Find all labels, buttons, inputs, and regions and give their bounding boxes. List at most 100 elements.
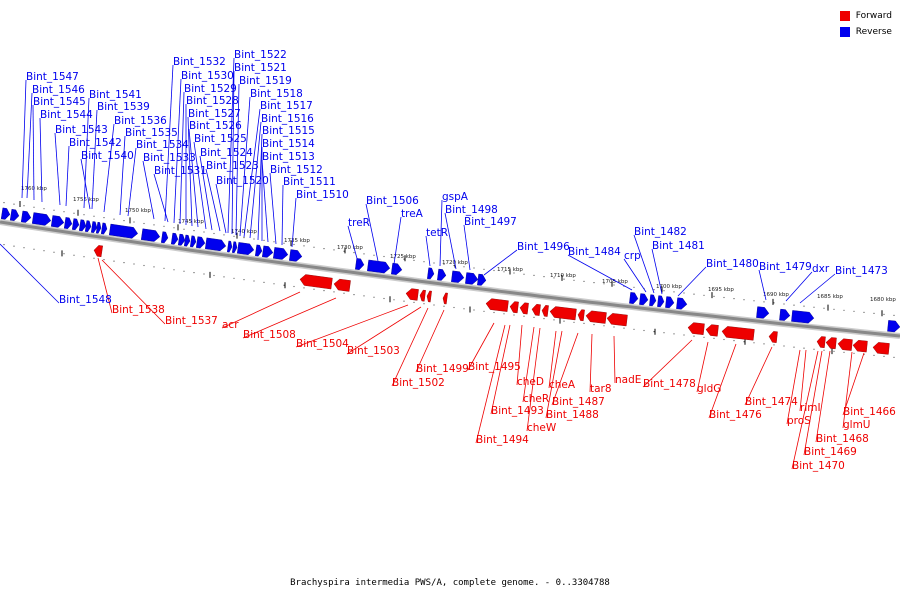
scale-dot: [833, 308, 835, 310]
scale-dot: [223, 234, 225, 236]
reverse-gene-arrow: [657, 295, 665, 308]
reverse-gene-arrow: [639, 293, 649, 306]
scale-dot: [43, 208, 45, 210]
scale-dot: [413, 259, 415, 261]
gene-features: [0, 207, 900, 355]
scale-dot: [693, 293, 695, 295]
scale-dot: [393, 299, 395, 301]
gene-label: Bint_1466: [843, 406, 896, 418]
scale-label: 1750 kbp: [125, 208, 151, 214]
gene-label: Bint_1494: [476, 434, 529, 446]
forward-gene-arrow: [519, 302, 529, 315]
gene-label: Bint_1508: [243, 329, 296, 341]
scale-dot: [703, 294, 705, 296]
reverse-gene-arrow: [190, 235, 197, 248]
scale-dot: [253, 280, 255, 282]
gene-label: Bint_1539: [97, 101, 150, 113]
scale-dot: [243, 237, 245, 239]
scale-dot: [653, 331, 655, 333]
leader-line: [799, 349, 807, 412]
gene-label: Bint_1529: [184, 83, 237, 95]
reverse-gene-arrow: [477, 273, 487, 286]
gene-label: Bint_1540: [81, 150, 134, 162]
scale-dot: [413, 301, 415, 303]
scale-dot: [473, 267, 475, 269]
reverse-gene-arrow: [170, 232, 179, 245]
leader-line: [83, 97, 90, 209]
gene-label: Bint_1531: [154, 165, 207, 177]
scale-dot: [363, 295, 365, 297]
gene-label: Bint_1518: [250, 88, 303, 100]
leader-line: [439, 199, 443, 267]
scale-dot: [633, 286, 635, 288]
scale-dot: [803, 305, 805, 307]
gene-label: Bint_1538: [112, 304, 165, 316]
scale-dot: [183, 270, 185, 272]
forward-gene-arrow: [405, 288, 419, 301]
scale-dot: [293, 285, 295, 288]
scale-dot: [73, 212, 75, 214]
leader-line: [799, 273, 836, 304]
leader-line: [393, 216, 402, 265]
scale-dot: [333, 249, 335, 251]
scale-label: 1725 kbp: [390, 254, 416, 260]
scale-dot: [503, 271, 505, 273]
scale-dot: [693, 335, 695, 337]
gene-label: acr: [222, 319, 239, 331]
scale-dot: [283, 284, 285, 286]
gene-label: cheR: [523, 393, 549, 405]
scale-dot: [273, 241, 275, 243]
scale-dot: [773, 344, 775, 346]
leader-line: [205, 168, 221, 232]
gene-label: treR: [348, 217, 370, 229]
reverse-gene-arrow: [232, 241, 238, 254]
gene-label: gldG: [697, 383, 721, 395]
scale-dot: [13, 245, 15, 247]
gene-label: Bint_1479: [759, 261, 812, 273]
scale-dot: [373, 254, 375, 256]
forward-gene-arrow: [549, 306, 577, 321]
scale-dot: [893, 314, 895, 316]
scale-dot: [23, 247, 25, 249]
leader-line: [97, 257, 113, 314]
gene-label: Bint_1506: [366, 195, 419, 207]
scale-dot: [143, 264, 145, 267]
gene-label: Bint_1476: [709, 409, 762, 421]
scale-dot: [613, 326, 615, 328]
forward-gene-arrow: [816, 336, 826, 349]
leader-line: [696, 341, 709, 393]
gene-label: Bint_1521: [234, 62, 287, 74]
leader-line: [467, 322, 495, 371]
label-leader-lines: [0, 57, 865, 470]
scale-dot: [443, 263, 445, 265]
scale-dot: [63, 211, 65, 213]
leader-line: [257, 133, 263, 241]
scale-dot: [483, 268, 485, 270]
reverse-gene-arrow: [887, 320, 900, 333]
reverse-gene-arrow: [451, 270, 465, 283]
leader-line: [281, 184, 284, 246]
gene-label: Bint_1502: [392, 377, 445, 389]
gene-label: Bint_1532: [173, 56, 226, 68]
scale-dot: [673, 333, 675, 335]
gene-label: Bint_1478: [643, 378, 696, 390]
scale-dot: [623, 327, 625, 329]
reverse-gene-arrow: [108, 223, 138, 239]
leader-line: [269, 172, 277, 245]
scale-dot: [173, 227, 175, 229]
forward-gene-arrow: [531, 304, 541, 316]
scale-label: 1710 kbp: [550, 273, 576, 279]
gene-label: cheW: [527, 422, 557, 434]
scale-dot: [763, 301, 765, 303]
scale-dot: [183, 228, 185, 230]
reverse-gene-arrow: [255, 244, 263, 257]
reverse-gene-arrow: [9, 209, 20, 221]
scale-dot: [543, 276, 545, 278]
scale-dot: [443, 305, 445, 307]
scale-dot: [303, 245, 305, 247]
leader-line: [444, 212, 457, 270]
reverse-gene-arrow: [0, 207, 11, 220]
scale-dot: [113, 260, 115, 262]
scale-dot: [663, 332, 665, 334]
